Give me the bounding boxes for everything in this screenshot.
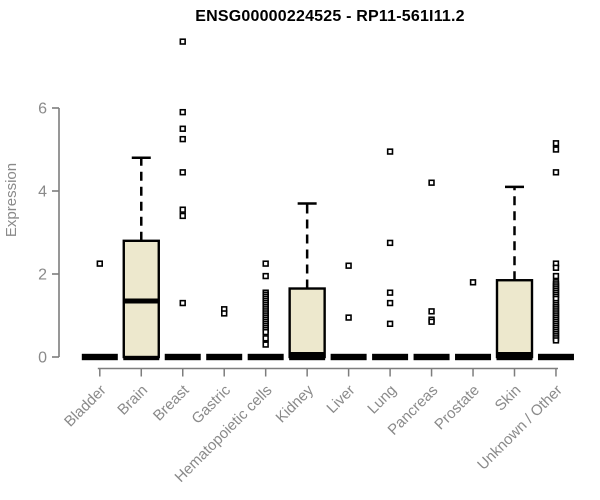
boxplot-kidney bbox=[288, 202, 326, 361]
outlier-point bbox=[428, 308, 435, 315]
boxplot-hematopoietic-cells bbox=[247, 260, 284, 361]
outlier-point bbox=[262, 335, 269, 342]
box bbox=[288, 287, 326, 359]
boxplot-pancreas bbox=[413, 179, 450, 361]
outlier-point bbox=[96, 260, 104, 267]
boxplot-skin bbox=[495, 185, 534, 361]
collapsed-box bbox=[247, 353, 284, 361]
collapsed-box bbox=[330, 353, 367, 361]
outlier-point bbox=[179, 108, 186, 116]
outlier-point bbox=[262, 328, 269, 336]
collapsed-box bbox=[413, 353, 450, 361]
outlier-point bbox=[179, 135, 186, 143]
collapsed-box bbox=[455, 353, 492, 361]
outlier-point bbox=[262, 341, 269, 348]
outlier-point bbox=[179, 206, 186, 213]
boxplot-prostate bbox=[455, 279, 492, 361]
boxplot-gastric bbox=[206, 306, 243, 361]
boxplot-unknown-other bbox=[537, 140, 574, 361]
boxplot-bladder bbox=[81, 260, 118, 361]
chart-title: ENSG00000224525 - RP11-561I11.2 bbox=[195, 8, 465, 25]
y-tick-label: 0 bbox=[38, 350, 47, 367]
outlier-point bbox=[552, 337, 560, 344]
outlier-point bbox=[179, 169, 186, 176]
boxplot-liver bbox=[330, 262, 367, 361]
outlier-point bbox=[386, 299, 394, 307]
outlier-point bbox=[552, 264, 560, 271]
outlier-point bbox=[386, 148, 394, 155]
y-tick-label: 4 bbox=[38, 184, 47, 201]
outlier-point bbox=[221, 310, 228, 317]
outlier-point bbox=[386, 289, 394, 296]
outlier-point bbox=[428, 318, 435, 325]
collapsed-box bbox=[164, 353, 201, 361]
x-tick-label-lung: Lung bbox=[364, 382, 400, 418]
x-tick-label-breast: Breast bbox=[150, 381, 193, 424]
outlier-point bbox=[428, 179, 435, 186]
outlier-point bbox=[386, 320, 394, 327]
y-tick-label: 6 bbox=[38, 101, 47, 118]
collapsed-box bbox=[372, 353, 409, 361]
y-axis: 0 2 4 6 Expression bbox=[3, 101, 60, 367]
outlier-point bbox=[552, 146, 560, 153]
outlier-point bbox=[179, 299, 186, 307]
outlier-point bbox=[469, 279, 477, 286]
outlier-point bbox=[262, 260, 269, 267]
x-tick-label-brain: Brain bbox=[114, 382, 151, 419]
outlier-point bbox=[386, 239, 394, 247]
outlier-point bbox=[345, 262, 352, 269]
boxplot-brain bbox=[122, 156, 160, 361]
x-tick-label-prostate: Prostate bbox=[431, 382, 483, 434]
collapsed-box bbox=[206, 353, 243, 361]
outlier-point bbox=[345, 314, 352, 321]
outlier-point bbox=[179, 38, 186, 45]
outlier-point bbox=[262, 272, 269, 280]
boxplot-lung bbox=[372, 148, 409, 361]
x-tick-label-liver: Liver bbox=[323, 382, 358, 417]
x-tick-label-bladder: Bladder bbox=[61, 382, 110, 431]
boxplot-breast bbox=[164, 38, 201, 361]
x-tick-label-skin: Skin bbox=[492, 382, 525, 415]
outlier-point bbox=[552, 169, 560, 176]
outlier-point bbox=[179, 125, 186, 132]
outlier-point bbox=[552, 272, 560, 280]
collapsed-box bbox=[537, 353, 574, 361]
box bbox=[495, 279, 534, 359]
y-axis-title: Expression bbox=[3, 163, 20, 237]
outlier-point bbox=[552, 140, 560, 147]
collapsed-box bbox=[81, 353, 118, 361]
outlier-point bbox=[179, 212, 186, 220]
x-tick-label-kidney: Kidney bbox=[273, 381, 318, 426]
y-tick-label: 2 bbox=[38, 267, 47, 284]
